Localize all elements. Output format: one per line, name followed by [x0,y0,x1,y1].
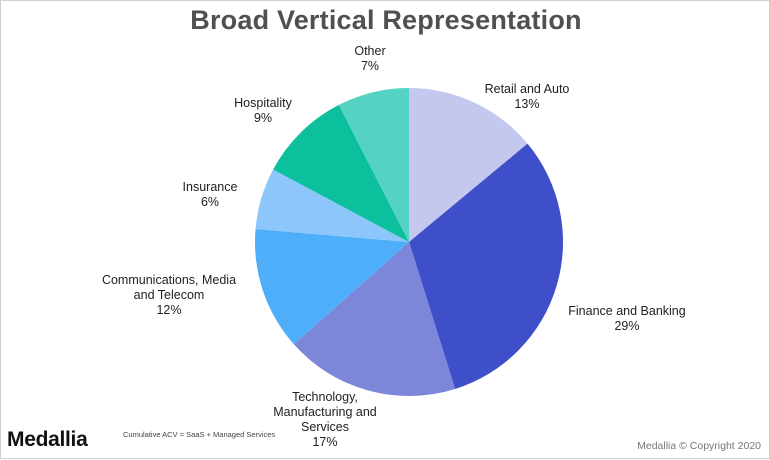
slice-label-line: Hospitality [234,96,292,110]
slice-label-line: Insurance [183,180,238,194]
slice-label-0: Retail and Auto 13% [485,82,570,111]
slice-label-line: Technology, [292,390,358,404]
pie-slice-3 [255,229,409,345]
slice-label-line: 13% [514,97,539,111]
copyright-text: Medallia © Copyright 2020 [637,440,761,452]
slice-label-line: 29% [614,319,639,333]
slice-label-5: Hospitality 9% [234,96,292,125]
pie-slice-4 [255,169,409,242]
pie-slice-2 [293,242,456,397]
slice-label-1: Finance and Banking 29% [568,304,685,333]
chart-title: Broad Vertical Representation [190,5,582,35]
pie-slice-0 [409,88,528,242]
slice-label-line: and Telecom [134,288,205,302]
pie-slice-5 [273,104,409,243]
slice-label-line: Communications, Media [102,273,236,287]
slice-label-line: 17% [312,435,337,449]
slice-label-line: Manufacturing and [273,405,377,419]
pie-slices [255,88,564,397]
slice-label-line: Finance and Banking [568,304,685,318]
slice-label-line: Services [301,420,349,434]
slice-label-4: Insurance 6% [183,180,238,209]
slice-label-line: 12% [156,303,181,317]
slice-label-3: Communications, Media and Telecom 12% [102,273,236,317]
slice-label-line: 6% [201,195,219,209]
slice-label-line: 7% [361,59,379,73]
pie-slice-1 [409,143,564,389]
slice-label-6: Other 7% [354,44,385,73]
slice-label-line: Retail and Auto [485,82,570,96]
slice-label-line: Other [354,44,385,58]
footnote: Cumulative ACV = SaaS + Managed Services [123,430,276,439]
medallia-logo: Medallia [7,428,88,451]
pie-labels: Retail and Auto 13% Finance and Banking 29%… [102,44,686,449]
pie-slice-6 [338,88,409,242]
slice-label-2: Technology, Manufacturing and Services 17% [273,390,377,449]
slice-label-line: 9% [254,111,272,125]
